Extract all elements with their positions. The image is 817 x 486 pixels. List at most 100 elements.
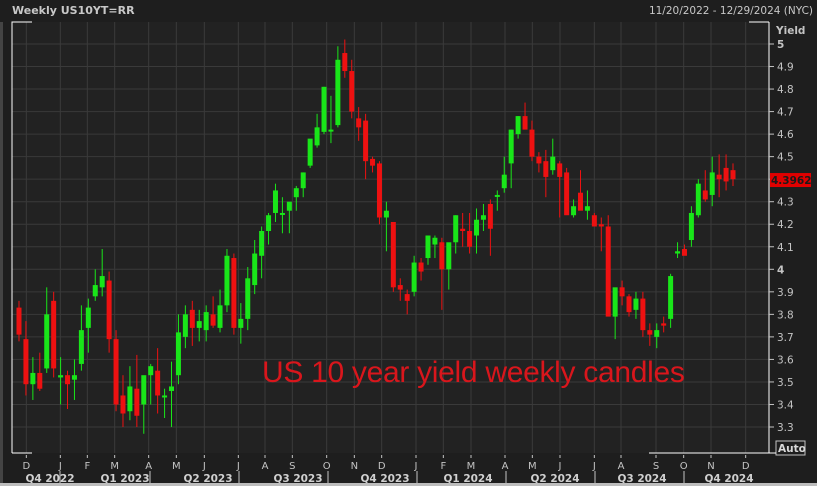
candle-down[interactable]	[51, 300, 57, 369]
candle-up[interactable]	[238, 318, 244, 328]
candle-up[interactable]	[411, 262, 417, 292]
candle-up[interactable]	[217, 305, 223, 328]
candle-down[interactable]	[23, 339, 29, 385]
candle-down[interactable]	[65, 375, 71, 385]
candle-up[interactable]	[252, 253, 258, 286]
candle-down[interactable]	[543, 161, 549, 177]
candle-up[interactable]	[633, 298, 639, 310]
auto-scale-label[interactable]: Auto	[778, 443, 806, 455]
candle-up[interactable]	[141, 375, 147, 405]
candle-down[interactable]	[661, 323, 667, 326]
candle-up[interactable]	[148, 366, 154, 376]
candle-down[interactable]	[397, 285, 403, 290]
candle-up[interactable]	[71, 375, 77, 380]
candle-down[interactable]	[210, 314, 216, 326]
candle-down[interactable]	[529, 129, 535, 157]
candle-up[interactable]	[446, 242, 452, 270]
date-range[interactable]: 11/20/2022 - 12/29/2024 (NYC)	[648, 5, 813, 17]
candle-down[interactable]	[370, 158, 376, 166]
candle-down[interactable]	[702, 190, 708, 200]
candle-down[interactable]	[120, 395, 126, 414]
candle-up[interactable]	[279, 212, 285, 215]
candle-down[interactable]	[557, 163, 563, 177]
candle-up[interactable]	[474, 219, 480, 236]
candle-up[interactable]	[328, 129, 334, 132]
candle-up[interactable]	[162, 395, 168, 398]
candle-down[interactable]	[716, 174, 722, 180]
candle-up[interactable]	[182, 314, 188, 337]
candle-up[interactable]	[266, 215, 272, 231]
candle-down[interactable]	[467, 230, 473, 247]
candle-up[interactable]	[99, 276, 105, 288]
candle-down[interactable]	[363, 120, 369, 162]
candle-down[interactable]	[155, 370, 161, 396]
candle-down[interactable]	[605, 226, 611, 317]
candle-up[interactable]	[494, 194, 500, 197]
candle-up[interactable]	[335, 59, 341, 126]
candle-down[interactable]	[134, 388, 140, 416]
candle-down[interactable]	[647, 330, 653, 335]
candle-up[interactable]	[453, 215, 459, 243]
candle-up[interactable]	[92, 285, 98, 297]
candle-up[interactable]	[169, 386, 175, 391]
candle-down[interactable]	[439, 242, 445, 270]
candle-down[interactable]	[16, 307, 22, 335]
candle-down[interactable]	[577, 192, 583, 211]
candle-up[interactable]	[245, 278, 251, 319]
x-axis[interactable]: D J F M A M J J A S O N D J F M A M J J A S O N DQ4 2022 Q1 2023 Q…	[22, 455, 754, 485]
candle-up[interactable]	[425, 235, 431, 259]
candle-up[interactable]	[515, 116, 521, 135]
candle-down[interactable]	[113, 339, 119, 405]
candle-down[interactable]	[231, 258, 237, 328]
candle-up[interactable]	[314, 127, 320, 146]
candle-down[interactable]	[404, 294, 410, 301]
candle-up[interactable]	[293, 188, 299, 198]
candle-down[interactable]	[376, 163, 382, 218]
candle-up[interactable]	[508, 129, 514, 164]
candle-up[interactable]	[30, 372, 36, 385]
candle-up[interactable]	[196, 321, 202, 328]
candle-up[interactable]	[175, 332, 181, 376]
candle-up[interactable]	[78, 330, 84, 364]
candle-up[interactable]	[584, 206, 590, 211]
candle-down[interactable]	[536, 156, 542, 164]
candle-down[interactable]	[730, 170, 736, 180]
candle-down[interactable]	[681, 249, 687, 256]
candle-up[interactable]	[307, 138, 313, 166]
candle-up[interactable]	[44, 314, 50, 369]
candle-up[interactable]	[300, 172, 306, 189]
candle-up[interactable]	[58, 375, 64, 378]
candle-down[interactable]	[390, 221, 396, 288]
candle-down[interactable]	[626, 296, 632, 313]
candle-down[interactable]	[342, 53, 348, 72]
candle-up[interactable]	[550, 156, 556, 171]
candle-down[interactable]	[598, 224, 604, 227]
candle-down[interactable]	[418, 262, 424, 272]
candle-down[interactable]	[106, 280, 112, 340]
candle-up[interactable]	[480, 215, 486, 220]
candle-up[interactable]	[675, 251, 681, 254]
candle-down[interactable]	[522, 116, 528, 130]
candle-down[interactable]	[487, 203, 493, 229]
candle-up[interactable]	[259, 230, 265, 256]
auto-scale-button[interactable]	[775, 440, 806, 456]
candle-up[interactable]	[688, 212, 694, 241]
candle-up[interactable]	[272, 190, 278, 213]
candle-down[interactable]	[564, 172, 570, 216]
candle-up[interactable]	[85, 307, 91, 328]
candle-up[interactable]	[709, 172, 715, 195]
candle-up[interactable]	[432, 237, 438, 245]
bottom-scrollbar[interactable]	[0, 483, 817, 486]
candle-down[interactable]	[591, 215, 597, 227]
candle-up[interactable]	[571, 206, 577, 216]
candle-up[interactable]	[501, 174, 507, 189]
candle-down[interactable]	[356, 118, 362, 128]
candle-down[interactable]	[640, 298, 646, 331]
candle-down[interactable]	[189, 309, 195, 328]
candle-up[interactable]	[203, 312, 209, 331]
candle-up[interactable]	[668, 276, 674, 319]
candle-up[interactable]	[286, 201, 292, 211]
candle-up[interactable]	[224, 255, 230, 306]
candle-up[interactable]	[695, 183, 701, 216]
